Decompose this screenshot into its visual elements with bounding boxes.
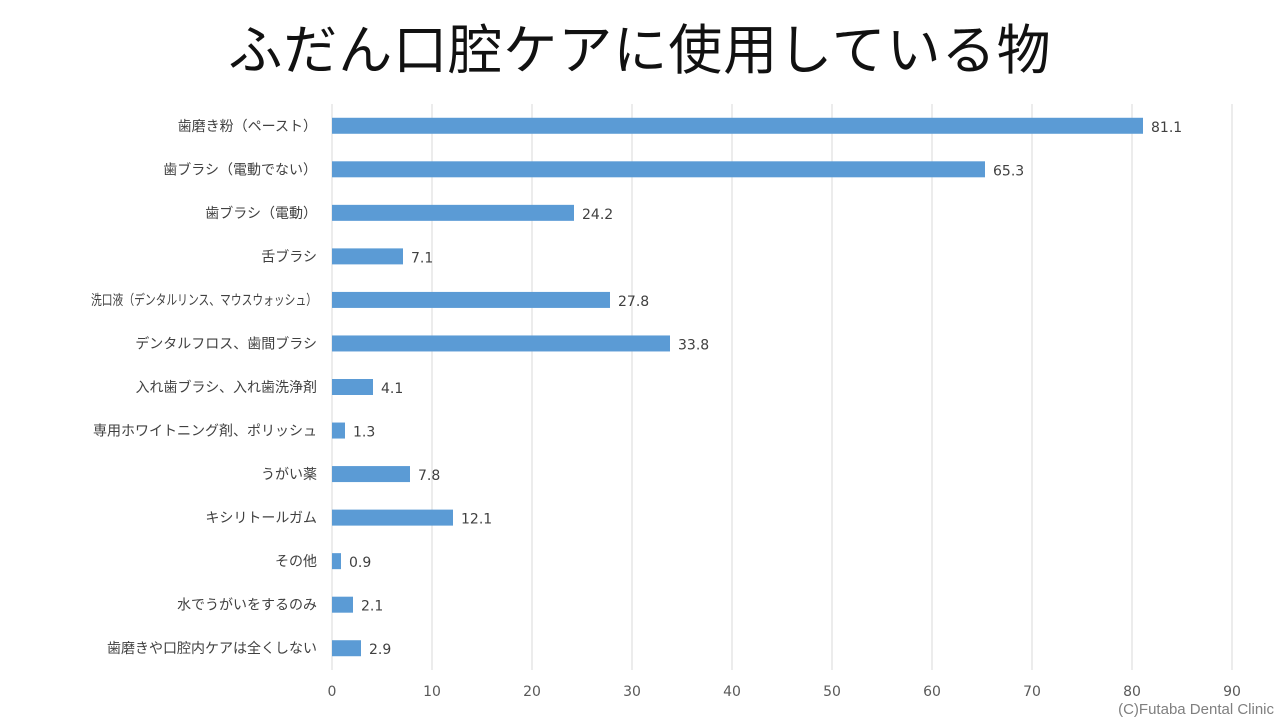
category-label: 洗口液（デンタルリンス、マウスウォッシュ） <box>91 292 317 309</box>
value-labels: 81.1 65.3 24.2 7.1 27.8 33.8 4.1 1.3 7.8 12.1 0.9 2… <box>349 120 1182 658</box>
x-tick-label: 10 <box>423 684 441 700</box>
x-tick-label: 30 <box>623 684 641 700</box>
bar <box>332 291 610 308</box>
x-axis-ticks: 0 10 20 30 40 50 60 70 80 90 <box>328 684 1241 700</box>
x-tick-label: 50 <box>823 684 841 700</box>
x-tick-label: 20 <box>523 684 541 700</box>
category-label: うがい薬 <box>261 467 317 483</box>
x-tick-label: 40 <box>723 684 741 700</box>
category-label: 入れ歯ブラシ、入れ歯洗浄剤 <box>136 379 317 396</box>
x-tick-label: 90 <box>1223 684 1241 700</box>
value-label: 4.1 <box>381 381 403 397</box>
x-tick-label: 70 <box>1023 684 1041 700</box>
gridlines <box>331 104 1233 670</box>
bar <box>332 204 574 221</box>
category-label: 水でうがいをするのみ <box>177 598 317 614</box>
value-label: 24.2 <box>582 207 613 223</box>
category-label: 歯磨き粉（ペースト） <box>178 119 317 135</box>
x-tick-label: 0 <box>328 684 337 700</box>
value-label: 2.1 <box>361 599 383 615</box>
category-label: 舌ブラシ <box>261 248 317 265</box>
bar <box>332 553 341 570</box>
value-label: 65.3 <box>993 163 1024 179</box>
bar <box>332 466 410 483</box>
value-label: 81.1 <box>1151 120 1182 136</box>
chart-title: ふだん口腔ケアに使用している物 <box>228 19 1052 82</box>
value-label: 7.1 <box>411 250 433 266</box>
category-label: その他 <box>275 554 317 570</box>
value-label: 0.9 <box>349 555 371 571</box>
bar <box>332 422 345 439</box>
bar <box>332 248 403 265</box>
category-label: 歯ブラシ（電動でない） <box>163 161 317 178</box>
x-tick-label: 60 <box>923 684 941 700</box>
bar <box>332 117 1143 134</box>
bar <box>332 335 670 352</box>
value-label: 27.8 <box>618 294 649 310</box>
category-label: デンタルフロス、歯間ブラシ <box>135 335 317 352</box>
category-label: 歯磨きや口腔内ケアは全くしない <box>107 640 317 657</box>
x-tick-label: 80 <box>1123 684 1141 700</box>
bar <box>332 596 353 613</box>
credit-text: (C)Futaba Dental Clinic <box>1118 701 1274 718</box>
bar <box>332 379 373 395</box>
bars <box>332 117 1143 657</box>
category-label: 歯ブラシ（電動） <box>205 205 317 222</box>
value-label: 1.3 <box>353 425 375 441</box>
value-label: 7.8 <box>418 468 440 484</box>
bar <box>332 161 985 178</box>
bar <box>332 509 453 526</box>
category-label: キシリトールガム <box>205 511 317 527</box>
category-label: 専用ホワイトニング剤、ポリッシュ <box>93 424 317 440</box>
category-labels: 歯磨き粉（ペースト） 歯ブラシ（電動でない） 歯ブラシ（電動） 舌ブラシ洗口液（デンタ… <box>91 119 317 657</box>
value-label: 12.1 <box>461 512 492 528</box>
value-label: 33.8 <box>678 337 709 353</box>
bar <box>332 640 361 657</box>
value-label: 2.9 <box>369 642 391 658</box>
